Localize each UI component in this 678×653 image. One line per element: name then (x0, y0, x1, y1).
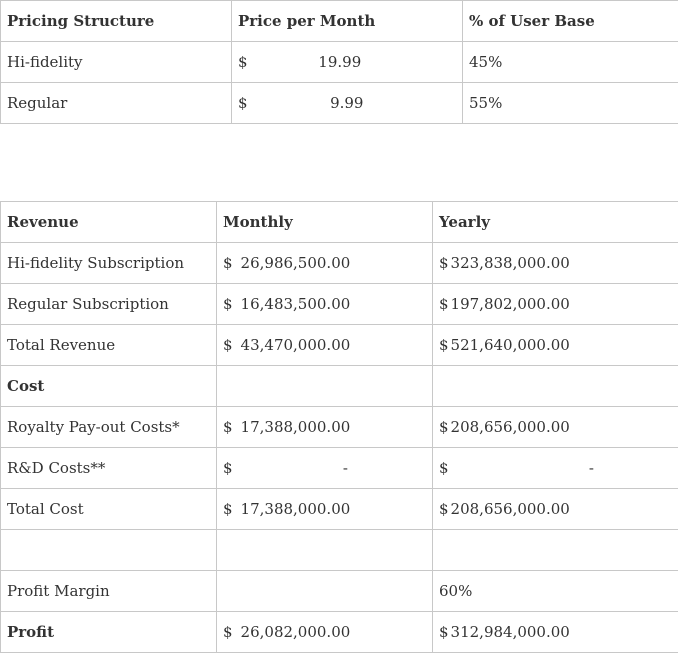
yearly-cell: $ - (432, 447, 678, 489)
row-label: Hi-fidelity Subscription (0, 242, 217, 284)
share-cell: 45% (462, 41, 678, 83)
table-row: Hi-fidelity $19.99 45% (0, 41, 678, 83)
empty-cell (432, 365, 678, 407)
currency-symbol: $ (238, 94, 248, 112)
table-row: Profit $26,082,000.00 $312,984,000.00 (0, 611, 678, 653)
monthly-cell: $43,470,000.00 (216, 324, 433, 366)
monthly-cell: $17,388,000.00 (216, 406, 433, 448)
yearly-cell: $312,984,000.00 (432, 611, 678, 653)
table-row: Hi-fidelity Subscription $26,986,500.00 … (0, 242, 678, 284)
currency-symbol: $ (223, 418, 233, 436)
table-row: Cost (0, 365, 678, 407)
yearly-value: 208,656,000.00 (450, 418, 570, 436)
yearly-cell: $197,802,000.00 (432, 283, 678, 325)
table-row: Total Cost $17,388,000.00 $208,656,000.0… (0, 488, 678, 530)
header-price-per-month: Price per Month (231, 0, 463, 42)
share-cell: 55% (462, 82, 678, 124)
empty-cell (0, 529, 217, 571)
currency-symbol: $ (439, 500, 449, 518)
header-pricing-structure: Pricing Structure (0, 0, 232, 42)
yearly-cell: $521,640,000.00 (432, 324, 678, 366)
monthly-value: 16,483,500.00 (240, 295, 351, 313)
table-row: Royalty Pay-out Costs* $17,388,000.00 $2… (0, 406, 678, 448)
row-label: Regular Subscription (0, 283, 217, 325)
table-row: Regular $9.99 55% (0, 82, 678, 124)
yearly-cell: $208,656,000.00 (432, 488, 678, 530)
row-label: Regular (0, 82, 232, 124)
revenue-cost-table: Revenue Monthly Yearly Hi-fidelity Subsc… (0, 201, 678, 653)
header-yearly: Yearly (432, 201, 678, 243)
monthly-value: 17,388,000.00 (240, 418, 351, 436)
currency-symbol: $ (238, 53, 248, 71)
profit-margin-value: 60% (432, 570, 678, 612)
currency-symbol: $ (439, 295, 449, 313)
yearly-cell: $208,656,000.00 (432, 406, 678, 448)
empty-cell (216, 365, 433, 407)
header-user-base-share: % of User Base (462, 0, 678, 42)
table-row: Profit Margin 60% (0, 570, 678, 612)
header-monthly: Monthly (216, 201, 433, 243)
monthly-value: 17,388,000.00 (240, 500, 351, 518)
monthly-value: - (342, 459, 348, 477)
yearly-value: 323,838,000.00 (450, 254, 570, 272)
row-label: Royalty Pay-out Costs* (0, 406, 217, 448)
monthly-value: 26,986,500.00 (240, 254, 351, 272)
price-cell: $9.99 (231, 82, 463, 124)
price-value: 9.99 (330, 94, 364, 112)
currency-symbol: $ (439, 623, 449, 641)
currency-symbol: $ (439, 459, 449, 477)
currency-symbol: $ (223, 623, 233, 641)
price-value: 19.99 (318, 53, 362, 71)
row-label: Total Revenue (0, 324, 217, 366)
currency-symbol: $ (223, 500, 233, 518)
currency-symbol: $ (223, 254, 233, 272)
table-header-row: Revenue Monthly Yearly (0, 201, 678, 243)
yearly-cell: $323,838,000.00 (432, 242, 678, 284)
row-label: Profit Margin (0, 570, 217, 612)
monthly-cell: $17,388,000.00 (216, 488, 433, 530)
currency-symbol: $ (223, 295, 233, 313)
header-revenue: Revenue (0, 201, 217, 243)
row-label: Hi-fidelity (0, 41, 232, 83)
currency-symbol: $ (223, 459, 233, 477)
yearly-value: 208,656,000.00 (450, 500, 570, 518)
currency-symbol: $ (439, 336, 449, 354)
yearly-value: 521,640,000.00 (450, 336, 570, 354)
monthly-cell: $ - (216, 447, 433, 489)
currency-symbol: $ (439, 418, 449, 436)
empty-cell (216, 529, 433, 571)
pricing-structure-table: Pricing Structure Price per Month % of U… (0, 0, 678, 124)
monthly-cell: $26,082,000.00 (216, 611, 433, 653)
yearly-value: 197,802,000.00 (450, 295, 570, 313)
price-cell: $19.99 (231, 41, 463, 83)
row-label: Total Cost (0, 488, 217, 530)
row-label: Profit (0, 611, 217, 653)
empty-cell (432, 529, 678, 571)
monthly-value: 43,470,000.00 (240, 336, 351, 354)
row-label: R&D Costs** (0, 447, 217, 489)
monthly-value: 26,082,000.00 (240, 623, 351, 641)
table-header-row: Pricing Structure Price per Month % of U… (0, 0, 678, 42)
table-row (0, 529, 678, 571)
table-row: Total Revenue $43,470,000.00 $521,640,00… (0, 324, 678, 366)
yearly-value: - (588, 459, 594, 477)
section-label-cost: Cost (0, 365, 217, 407)
yearly-value: 312,984,000.00 (450, 623, 570, 641)
table-row: R&D Costs** $ - $ - (0, 447, 678, 489)
currency-symbol: $ (439, 254, 449, 272)
monthly-cell: $26,986,500.00 (216, 242, 433, 284)
empty-cell (216, 570, 433, 612)
table-row: Regular Subscription $16,483,500.00 $197… (0, 283, 678, 325)
currency-symbol: $ (223, 336, 233, 354)
monthly-cell: $16,483,500.00 (216, 283, 433, 325)
